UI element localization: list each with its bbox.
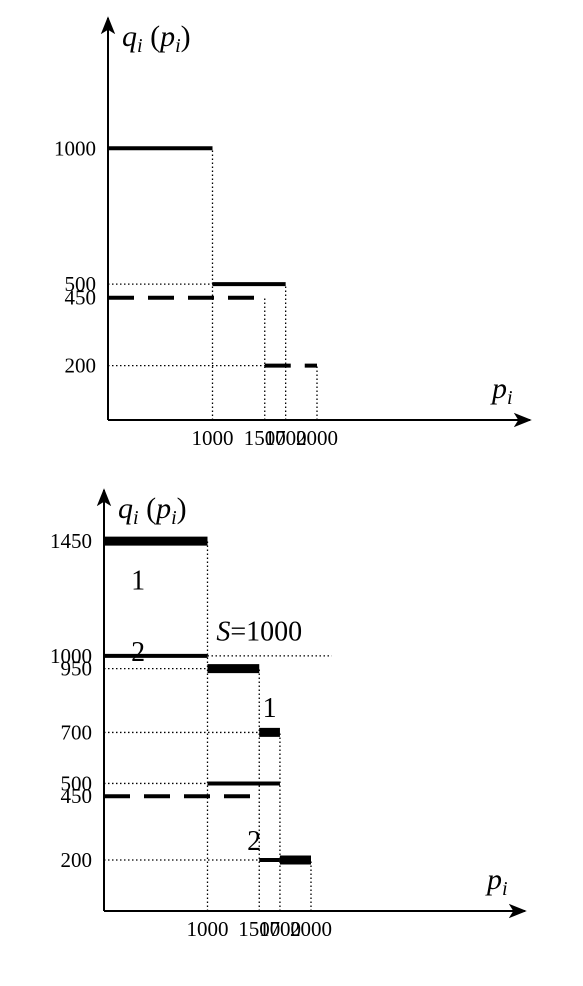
y-axis-label: qi (pi) <box>118 492 187 529</box>
y-tick-label: 1450 <box>50 529 92 553</box>
y-tick-label: 200 <box>65 354 97 378</box>
x-tick-label: 1000 <box>192 426 234 450</box>
y-tick-label: 1000 <box>50 644 92 668</box>
y-axis-label: qi (pi) <box>122 20 191 57</box>
segment-number-label: 1 <box>131 566 145 597</box>
y-tick-label: 1000 <box>54 136 96 160</box>
y-tick-label: 450 <box>65 286 97 310</box>
y-tick-label: 450 <box>61 784 93 808</box>
x-tick-label: 1500 <box>244 426 286 450</box>
x-tick-label: 1000 <box>187 917 229 941</box>
x-tick-label: 1500 <box>238 917 280 941</box>
x-axis-label: pi <box>490 372 513 409</box>
y-tick-label: 950 <box>61 657 93 681</box>
x-tick-label: 2000 <box>296 426 338 450</box>
segment-number-label: 1 <box>263 693 277 724</box>
x-tick-label: 1700 <box>259 917 301 941</box>
segment-number-label: 2 <box>247 826 261 857</box>
y-tick-label: 500 <box>65 272 97 296</box>
segment-number-label: 2 <box>131 637 145 668</box>
x-axis-label: pi <box>485 863 508 900</box>
y-tick-label: 500 <box>61 771 93 795</box>
supply-label: S=1000 <box>216 617 302 648</box>
bottom-chart: 1000 15001700200014501000950700500450200q… <box>50 488 527 941</box>
y-tick-label: 700 <box>61 720 93 744</box>
x-tick-label: 1700 <box>265 426 307 450</box>
x-tick-label: 2000 <box>290 917 332 941</box>
y-tick-label: 200 <box>61 848 93 872</box>
